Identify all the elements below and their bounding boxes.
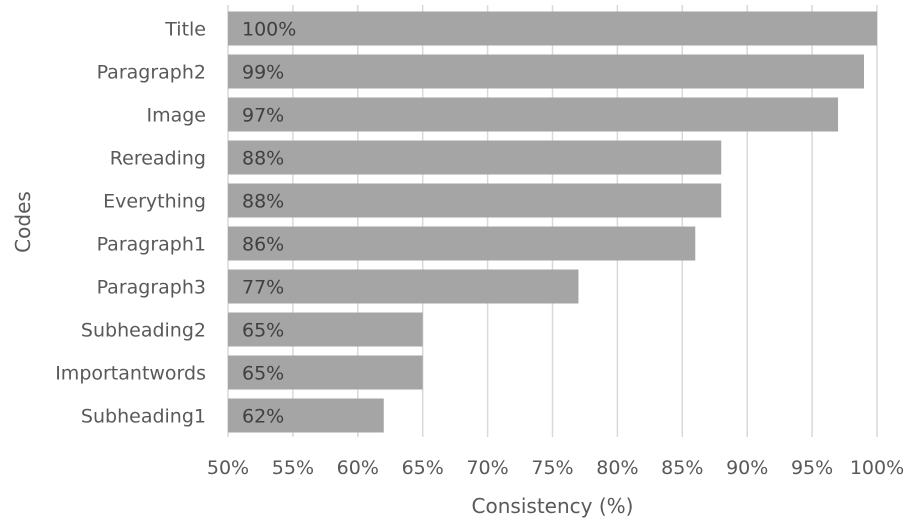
category-label: Importantwords [55, 363, 206, 385]
bar [228, 11, 877, 46]
bar-value-labels: 100% 99% 97% 88% 88% 86% 77% 65% 65% 62% [242, 19, 296, 428]
bar-value-label: 88% [242, 148, 284, 170]
bar [228, 226, 696, 261]
bar-value-label: 65% [242, 363, 284, 385]
x-tick-label: 100% [850, 457, 904, 479]
category-label: Paragraph3 [97, 277, 206, 299]
y-axis-title: Codes [11, 191, 35, 253]
category-label: Paragraph2 [97, 62, 206, 84]
bar-value-label: 100% [242, 19, 296, 41]
x-tick-label: 65% [402, 457, 444, 479]
bar-value-label: 65% [242, 320, 284, 342]
x-tick-label: 90% [726, 457, 768, 479]
category-label: Subheading1 [81, 406, 206, 428]
bar [228, 54, 865, 89]
x-tick-label: 50% [207, 457, 249, 479]
x-tick-label: 60% [337, 457, 379, 479]
x-axis-title: Consistency (%) [472, 494, 634, 518]
category-labels: Title Paragraph2 Image Rereading Everything P… [55, 19, 206, 428]
x-tick-label: 95% [791, 457, 833, 479]
x-tick-label: 85% [661, 457, 703, 479]
x-tick-label: 80% [596, 457, 638, 479]
bar [228, 312, 423, 347]
bar-value-label: 62% [242, 406, 284, 428]
x-tick-labels: 50% 55% 60% 65% 70% 75% 80% 85% 90% 95% 100% [207, 457, 904, 479]
bar [228, 269, 579, 304]
bar-value-label: 88% [242, 191, 284, 213]
bar [228, 97, 839, 132]
bar-value-label: 86% [242, 234, 284, 256]
category-label: Paragraph1 [97, 234, 206, 256]
category-label: Subheading2 [81, 320, 206, 342]
category-label: Title [164, 19, 206, 41]
x-tick-label: 70% [466, 457, 508, 479]
bar [228, 140, 722, 175]
bar-value-label: 99% [242, 62, 284, 84]
bar [228, 355, 423, 390]
x-tick-label: 75% [531, 457, 573, 479]
category-label: Everything [103, 191, 206, 213]
bar [228, 183, 722, 218]
category-label: Image [146, 105, 206, 127]
bar-value-label: 97% [242, 105, 284, 127]
bars [228, 11, 877, 433]
category-label: Rereading [110, 148, 206, 170]
bar [228, 398, 384, 433]
bar-value-label: 77% [242, 277, 284, 299]
x-tick-label: 55% [272, 457, 314, 479]
